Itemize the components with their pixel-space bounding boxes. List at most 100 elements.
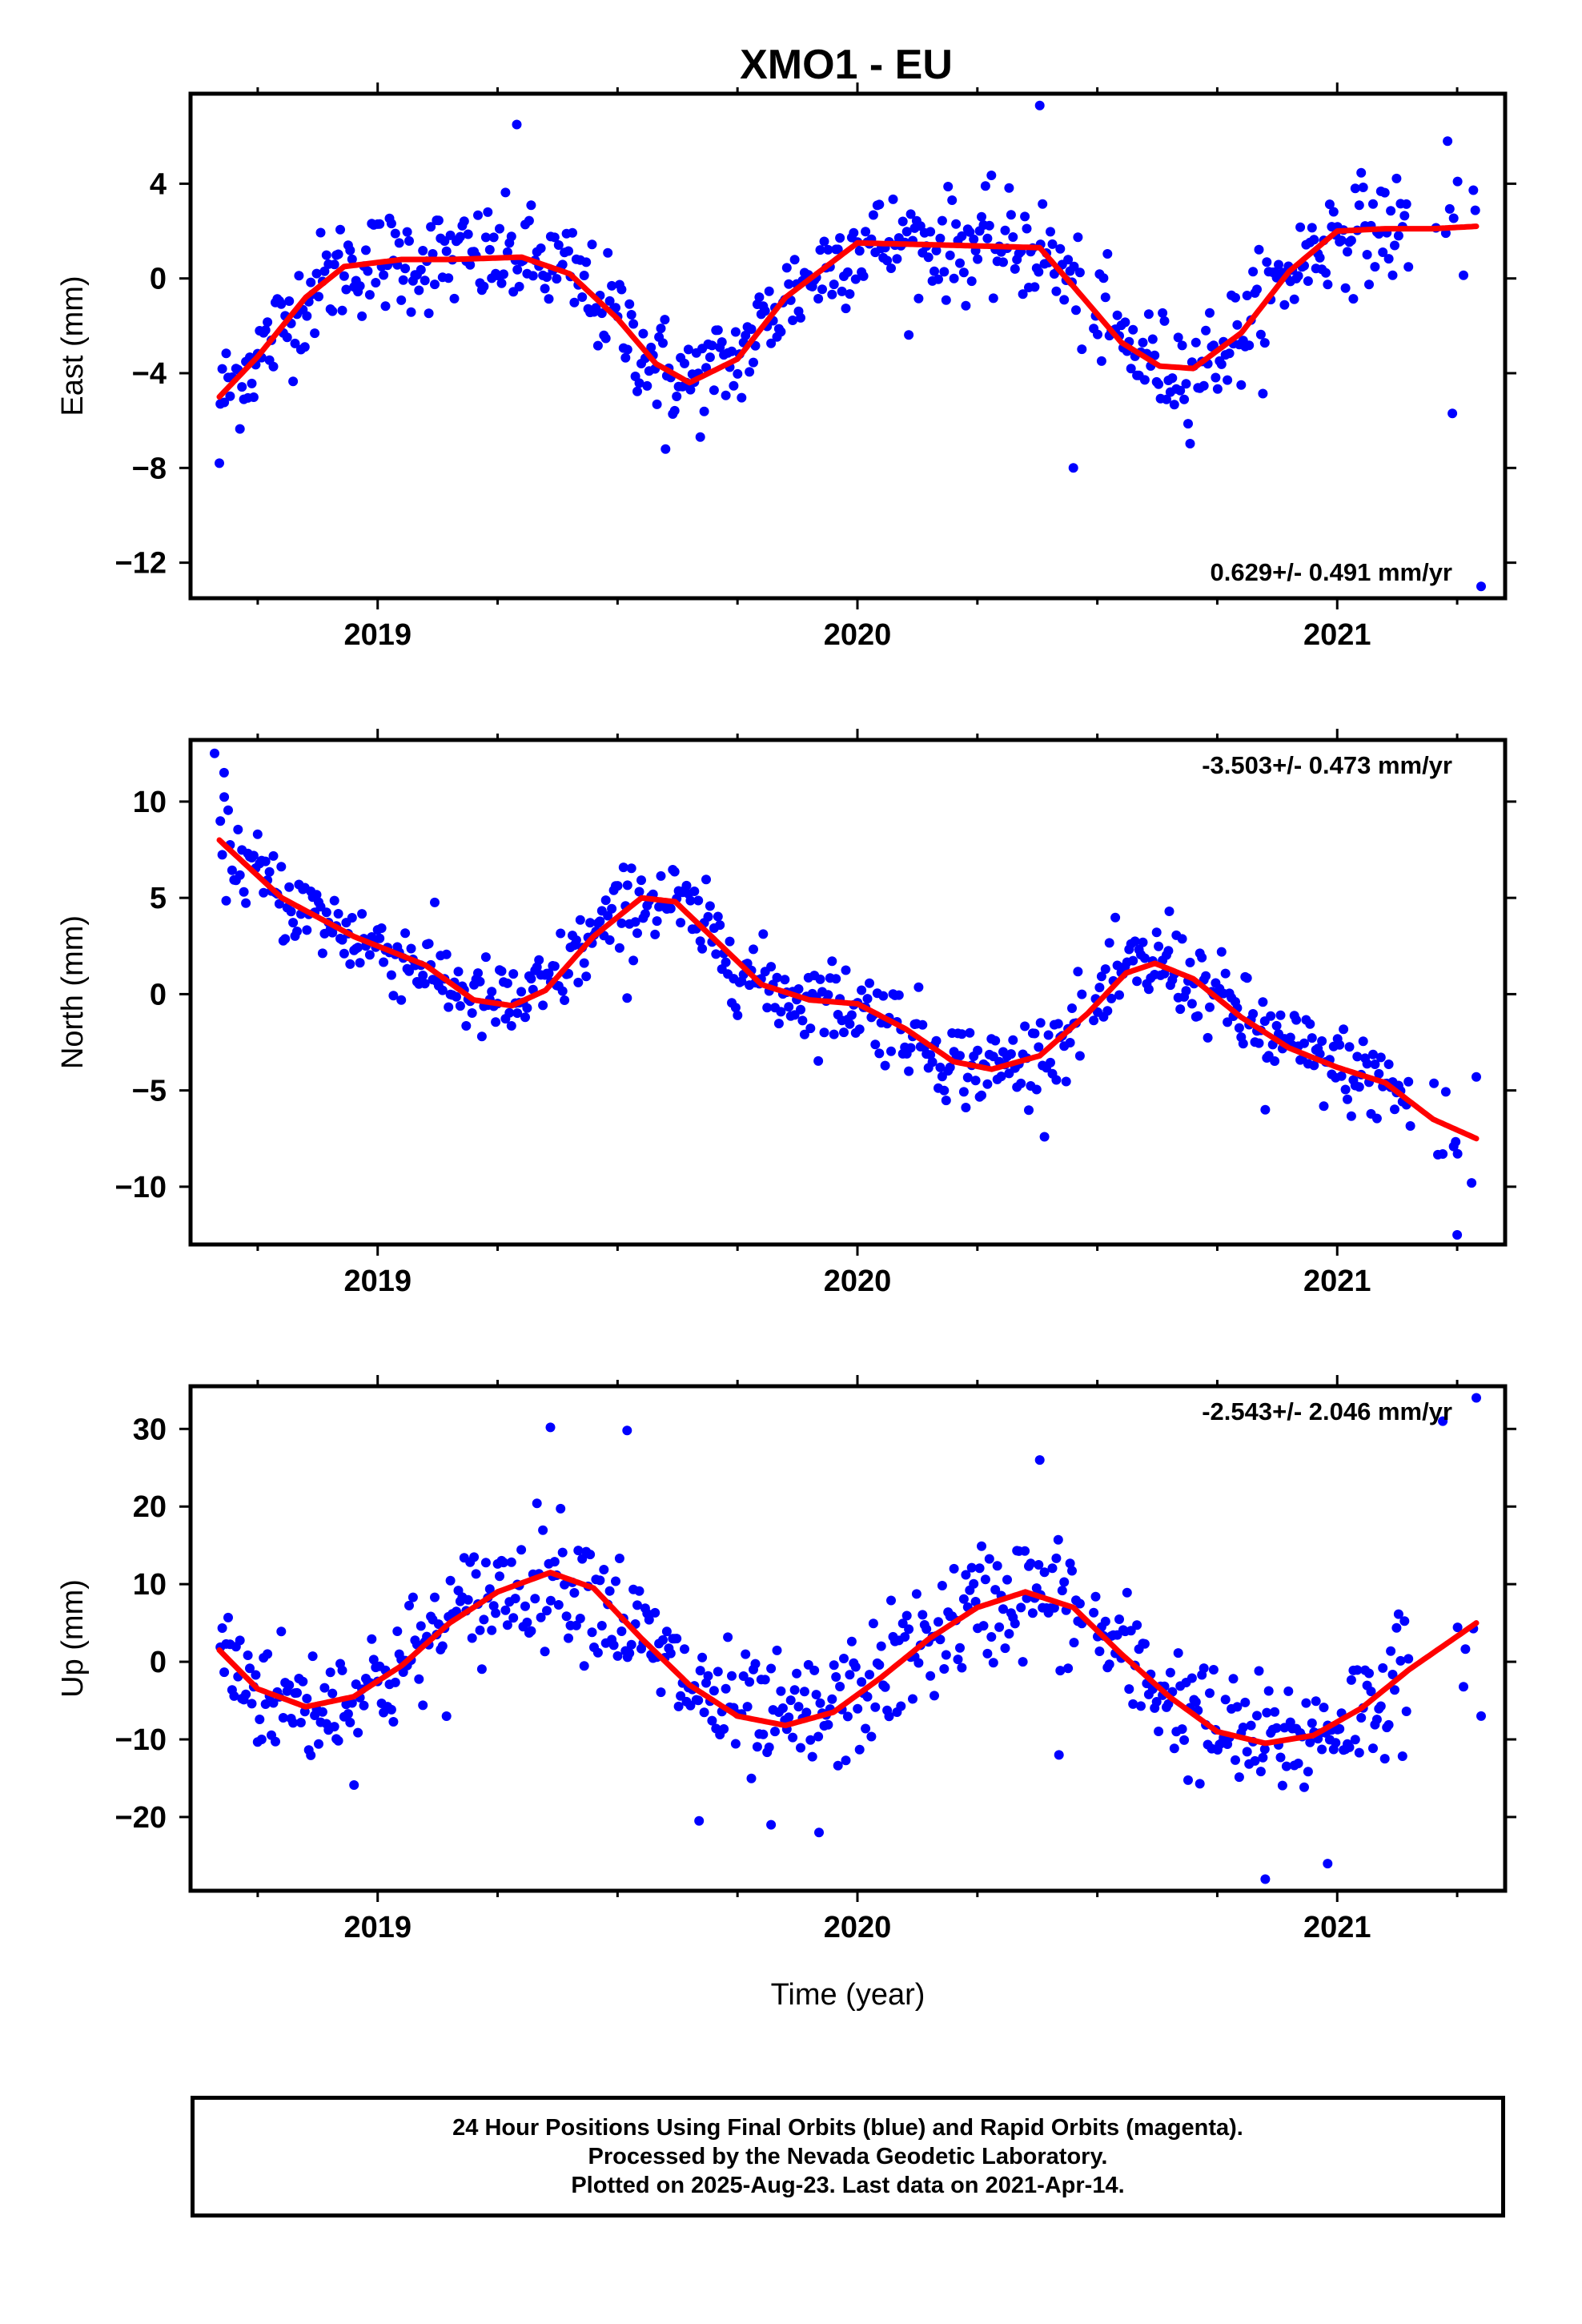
data-point: [709, 1686, 719, 1696]
data-point: [1038, 199, 1048, 209]
data-point: [823, 1719, 833, 1730]
data-point: [853, 1703, 863, 1714]
data-point: [1387, 1670, 1398, 1679]
data-point: [1175, 1004, 1186, 1015]
data-point: [858, 271, 869, 281]
data-point: [1128, 324, 1138, 335]
data-point: [1104, 938, 1114, 948]
data-point: [315, 227, 326, 238]
data-point: [965, 227, 975, 237]
data-point: [711, 949, 721, 959]
data-point: [1047, 239, 1058, 249]
data-point: [1163, 1699, 1174, 1709]
data-point: [797, 1015, 808, 1026]
data-point: [314, 292, 323, 302]
data-point: [661, 1626, 672, 1637]
data-point: [957, 1663, 967, 1673]
data-point: [441, 246, 452, 256]
data-point: [217, 850, 227, 860]
data-point: [596, 1621, 607, 1630]
data-point: [227, 865, 237, 875]
data-point: [831, 1672, 841, 1682]
data-point: [1271, 1020, 1282, 1031]
data-point: [793, 984, 804, 994]
data-point: [927, 1057, 938, 1068]
data-point: [1403, 262, 1414, 272]
data-point: [278, 1713, 288, 1723]
data-point: [1319, 1703, 1329, 1713]
data-point: [958, 267, 969, 278]
data-point: [990, 1585, 1001, 1595]
y-tick-label: 30: [133, 1413, 167, 1446]
data-point: [1238, 1723, 1248, 1732]
data-point: [604, 296, 615, 306]
data-point: [343, 1709, 353, 1719]
data-point: [1371, 1715, 1382, 1725]
data-point: [680, 358, 689, 368]
data-point: [730, 327, 741, 337]
data-point: [634, 378, 644, 388]
data-point: [1242, 291, 1252, 300]
data-point: [1383, 1059, 1394, 1069]
data-point: [1143, 309, 1154, 320]
data-point: [560, 1579, 570, 1590]
data-point: [526, 974, 536, 984]
data-point: [1309, 1060, 1319, 1071]
data-point: [1132, 976, 1142, 987]
data-point: [764, 286, 774, 296]
data-point: [1185, 439, 1195, 448]
data-point: [392, 1626, 403, 1636]
data-point: [650, 1607, 661, 1618]
data-point: [225, 391, 235, 401]
data-point: [1035, 1018, 1046, 1028]
data-point: [345, 245, 355, 255]
data-point: [396, 995, 407, 1005]
data-point: [1112, 310, 1122, 320]
data-point: [921, 1624, 932, 1634]
data-point: [1139, 1638, 1150, 1649]
data-point: [516, 1545, 527, 1555]
data-point: [359, 1700, 369, 1711]
data-point: [1366, 1687, 1376, 1697]
data-point: [386, 1704, 396, 1715]
data-point: [247, 378, 257, 388]
data-point: [1008, 232, 1018, 242]
data-point: [1224, 348, 1235, 359]
data-point: [1055, 243, 1066, 254]
data-point: [1391, 1622, 1402, 1633]
data-point: [880, 1682, 890, 1692]
data-point: [319, 266, 330, 276]
data-point: [549, 961, 560, 971]
data-point: [386, 219, 396, 229]
data-point: [729, 380, 739, 391]
data-point: [1403, 1076, 1414, 1087]
data-point: [276, 862, 287, 872]
data-point: [430, 897, 440, 907]
data-point: [1110, 912, 1121, 923]
data-point: [288, 918, 299, 928]
data-point: [302, 1694, 312, 1703]
data-point: [1053, 1019, 1063, 1029]
data-point: [676, 1691, 686, 1701]
data-point: [495, 223, 504, 234]
data-point: [229, 1691, 239, 1701]
data-point: [660, 315, 670, 325]
data-point: [1283, 1686, 1294, 1696]
data-point: [571, 935, 581, 945]
data-point-outlier: [1034, 100, 1045, 111]
data-point: [1386, 206, 1396, 216]
data-point: [697, 943, 708, 954]
data-point: [854, 1024, 865, 1035]
data-point: [1293, 1759, 1303, 1768]
data-point: [333, 909, 343, 919]
data-point: [259, 887, 269, 898]
data-point-outlier: [1164, 907, 1174, 916]
y-tick-label: 20: [133, 1490, 167, 1524]
data-point: [819, 1027, 829, 1038]
data-point: [1143, 984, 1154, 995]
data-point: [745, 1677, 755, 1687]
data-point: [1429, 1078, 1439, 1088]
data-point: [1452, 1622, 1463, 1633]
data-point: [592, 1647, 603, 1658]
